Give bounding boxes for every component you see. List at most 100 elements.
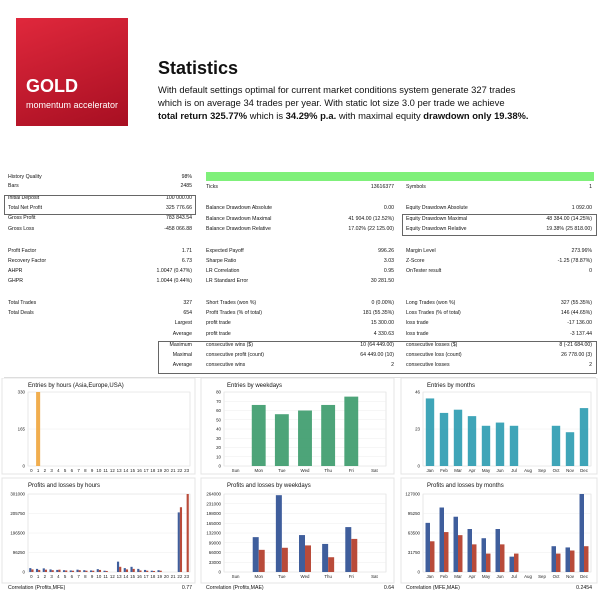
y-tick-label: 0 [23,464,26,469]
stat-label: profit trade [206,331,231,337]
y-tick-label: 10 [216,454,221,459]
stat-sublabel: Maximal [172,352,192,358]
bar [78,570,81,572]
y-tick-label: 132000 [206,531,221,536]
bar [345,527,352,572]
chart-panel: Entries by hours (Asia,Europe,USA)330165… [1,378,196,475]
bar [472,544,477,572]
bar [425,398,435,466]
stat-label: Equity Drawdown Maximal [406,216,468,222]
stat-value: -1.25 (78.87%) [557,258,592,264]
y-tick-label: 264000 [206,492,221,497]
charts-area: Entries by hours (Asia,Europe,USA)330165… [1,378,598,584]
bar [42,568,45,572]
chart-title: Profits and losses by months [427,483,504,489]
bar [274,414,289,466]
stat-label: Total Net Profit [8,205,43,211]
y-tick-label: 231000 [206,501,221,506]
stat-value: 1 [589,184,592,190]
bar [116,561,120,572]
bar [35,568,39,572]
stat-label: Profit Trades (% of total) [206,310,262,316]
x-tick-label: Mar [454,574,462,579]
bar [179,507,183,572]
x-tick-label: 13 [117,574,122,579]
x-tick-label: Mon [254,468,263,473]
bar [251,404,266,466]
x-tick-label: 4 [57,468,60,473]
bar [439,412,449,466]
stat-value: 0.00 [383,205,394,211]
x-tick-label: 8 [84,468,87,473]
bar [514,553,519,572]
x-tick-label: 3 [50,468,53,473]
stat-sublabel: Maximum [169,342,192,348]
bar [29,568,32,572]
y-tick-label: 301000 [10,492,25,497]
stat-label: GHPR [8,278,23,284]
x-tick-label: 2 [44,574,47,579]
x-tick-label: May [482,574,491,579]
bar [584,546,589,572]
x-tick-label: 2 [44,468,47,473]
y-tick-label: 23 [415,427,420,432]
chart-title: Entries by months [427,383,475,389]
bar [321,404,336,466]
bar [299,535,305,572]
stat-sublabel: Largest [174,320,192,326]
x-tick-label: 16 [137,468,142,473]
bar [328,557,335,572]
stat-label: consecutive loss (count) [406,352,462,358]
x-tick-label: 21 [171,574,176,579]
chart-title: Profits and losses by hours [28,483,100,489]
bar [98,569,102,572]
x-tick-label: 23 [184,468,189,473]
x-tick-label: Mon [254,574,263,579]
bar [31,569,34,572]
x-tick-label: 20 [164,468,169,473]
bar [453,516,458,572]
history-quality-bar [206,172,594,181]
stat-label: AHPR [8,268,23,274]
stat-label: Z-Score [406,258,425,264]
stat-label: consecutive wins [206,362,246,368]
bar [92,570,95,572]
y-tick-label: 196500 [10,531,25,536]
stat-label: Margin Level [406,248,436,254]
bar [132,568,135,572]
bar [486,553,491,572]
x-tick-label: 5 [64,574,67,579]
equity-drawdown-box [402,214,597,236]
stat-label: Total Deals [8,310,34,316]
x-tick-label: Dec [580,468,589,473]
x-tick-label: 19 [157,468,162,473]
x-tick-label: Apr [469,574,476,579]
stat-value: 100 000.00 [166,195,192,201]
bar [44,569,48,572]
bar [579,408,589,466]
x-tick-label: Aug [524,468,532,473]
stat-label: Bars [8,183,19,189]
stat-value: 273.96% [571,248,592,254]
desc-mid2: with maximal equity [336,110,424,121]
logo-title: GOLD [26,76,78,96]
stat-label: Long Trades (won %) [406,300,456,306]
correlation-label: Correlation (Profits,MAE) [206,585,264,591]
x-tick-label: Jul [511,574,517,579]
x-tick-label: Wed [301,468,311,473]
logo-subtitle: momentum accelerator [26,100,119,110]
stat-value: 1.0044 (0.44%) [156,278,192,284]
bar [62,570,66,572]
stat-value: 19.38% (25 818.00) [546,226,592,232]
y-tick-label: 0 [418,464,421,469]
stat-value: 325 776.66 [166,205,192,211]
stat-value: 0.95 [383,268,394,274]
y-tick-label: 165000 [206,521,221,526]
stat-value: 8 (-21 684.00) [559,342,592,348]
x-tick-label: Nov [566,468,575,473]
x-tick-label: 23 [184,574,189,579]
y-tick-label: 0 [23,570,26,575]
stat-value: 2 [589,362,592,368]
y-tick-label: 31750 [408,550,421,555]
